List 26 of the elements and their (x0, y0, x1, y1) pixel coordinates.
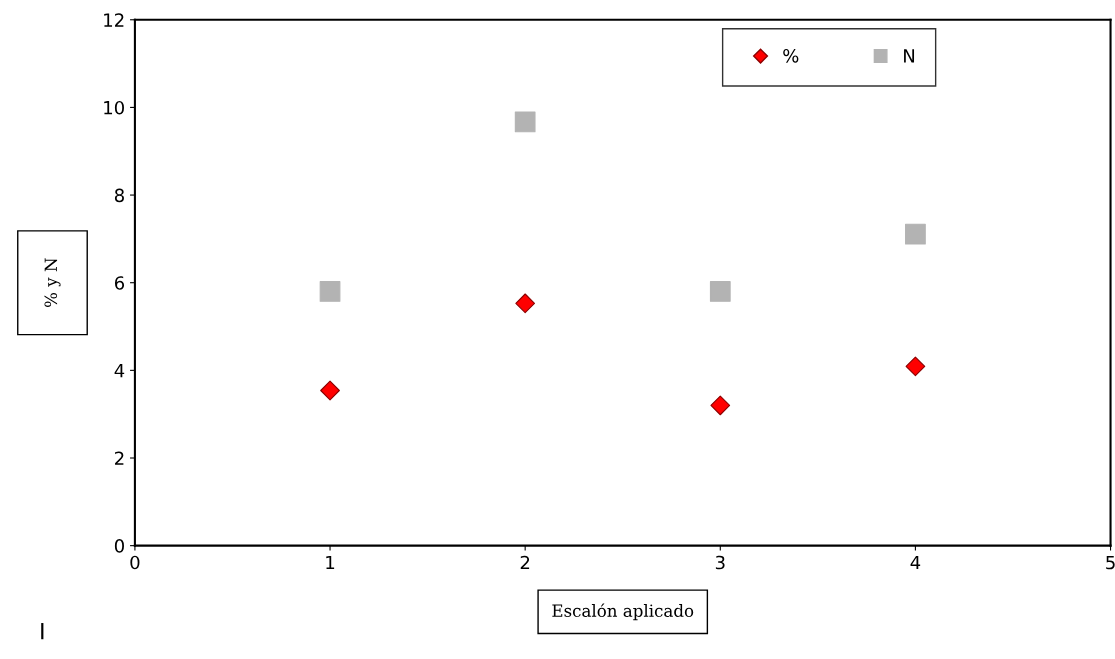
y-tick-label: 6 (114, 276, 125, 290)
point (515, 293, 536, 314)
y-tick-label: 8 (114, 188, 124, 203)
y-tick-label: 10 (104, 100, 124, 115)
point (710, 395, 731, 416)
x-tick-label: 1 (326, 555, 335, 570)
legend-label: % (783, 48, 799, 63)
y-tick-label: 4 (114, 364, 125, 378)
point (514, 111, 536, 133)
y-axis-title: % y N (44, 258, 61, 308)
point (905, 356, 926, 377)
x-tick-label: 4 (910, 555, 921, 570)
x-tick-label: 2 (520, 555, 530, 570)
x-tick-label: 0 (130, 555, 140, 570)
text: I (41, 623, 44, 640)
x-tick-label: 5 (1106, 555, 1115, 570)
y-tick-label: 2 (115, 451, 124, 465)
y-tick-label: 0 (114, 539, 124, 553)
x-tick-label: 3 (715, 555, 725, 570)
point (319, 281, 341, 302)
point (320, 380, 340, 401)
x-axis-title: Escalón aplicado (552, 603, 694, 621)
legend-label: N (904, 49, 915, 63)
y-tick-label: 12 (104, 13, 124, 27)
point (905, 223, 926, 245)
point (709, 281, 731, 302)
